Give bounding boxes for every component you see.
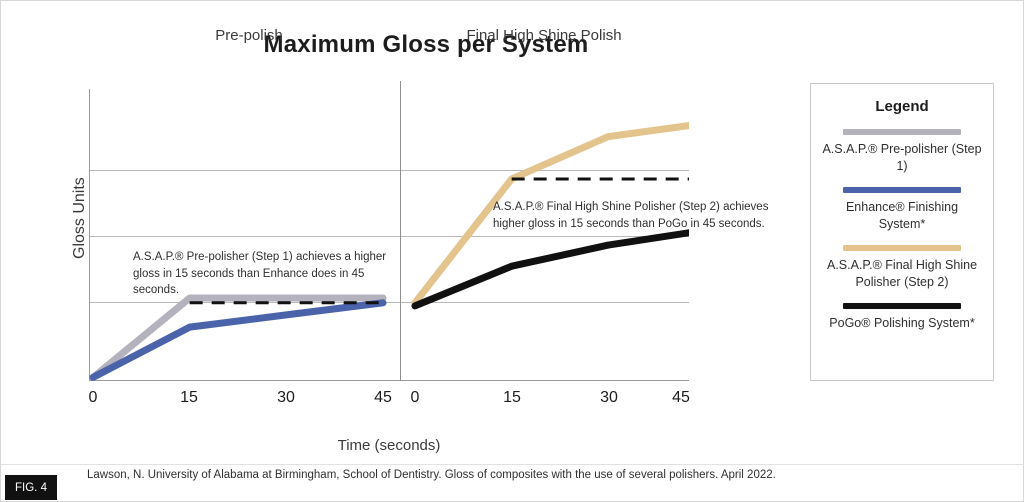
x-tick-right-30: 30: [600, 389, 618, 406]
legend-item-pogo-polishing[interactable]: PoGo® Polishing System*: [811, 303, 993, 332]
x-tick-left-30: 30: [277, 389, 295, 406]
legend-item-enhance-finishing[interactable]: Enhance® Finishing System*: [811, 187, 993, 232]
gridline-30: [89, 236, 689, 237]
line-pogo-polishing: [411, 229, 689, 310]
x-tick-right-45: 45: [672, 389, 690, 406]
panel-heading-final-high-shine: Final High Shine Polish: [466, 27, 622, 44]
legend-panel: Legend A.S.A.P.® Pre-polisher (Step 1) E…: [810, 83, 994, 381]
annotation-final-high-shine: A.S.A.P.® Final High Shine Polisher (Ste…: [493, 201, 769, 230]
y-axis-line: [89, 89, 90, 381]
figure-number-badge: FIG. 4: [5, 475, 57, 500]
legend-item-asap-final-high-shine[interactable]: A.S.A.P.® Final High Shine Polisher (Ste…: [811, 245, 993, 290]
line-enhance-finishing: [89, 299, 387, 381]
x-tick-left-45: 45: [374, 389, 392, 406]
series-lines: [89, 122, 689, 381]
legend-item-asap-pre-polisher[interactable]: A.S.A.P.® Pre-polisher (Step 1): [811, 129, 993, 174]
x-axis-line: [89, 380, 689, 381]
legend-label-2: A.S.A.P.® Final High Shine Polisher (Ste…: [826, 258, 978, 289]
x-axis-title: Time (seconds): [337, 437, 441, 454]
legend-swatch-icon-0: [843, 129, 961, 135]
x-tick-right-15: 15: [503, 389, 521, 406]
annotation-pre-polish: A.S.A.P.® Pre-polisher (Step 1) achieves…: [133, 251, 387, 297]
line-asap-final-high-shine: [411, 122, 689, 307]
legend-swatch-icon-2: [843, 245, 961, 251]
x-tick-right-0: 0: [410, 389, 420, 406]
legend-swatch-icon-3: [843, 303, 961, 309]
panel-heading-pre-polish: Pre-polish: [215, 27, 283, 44]
legend-label-3: PoGo® Polishing System*: [829, 316, 975, 330]
panel-divider: [400, 81, 401, 381]
legend-label-0: A.S.A.P.® Pre-polisher (Step 1): [822, 142, 982, 173]
line-asap-pre-polisher: [89, 294, 387, 381]
x-tick-left-0: 0: [88, 389, 98, 406]
y-axis-title: Gloss Units: [71, 177, 88, 259]
footer-divider: [1, 464, 1024, 465]
legend-swatch-icon-1: [843, 187, 961, 193]
legend-label-1: Enhance® Finishing System*: [845, 200, 959, 231]
gridline-15: [89, 302, 689, 303]
legend-title: Legend: [875, 98, 929, 115]
gridline-45: [89, 170, 689, 171]
plot-area: Pre-polish Final High Shine Polish 45. 3…: [71, 27, 768, 454]
x-tick-left-15: 15: [180, 389, 198, 406]
citation-text: Lawson, N. University of Alabama at Birm…: [87, 469, 776, 481]
page-title: Maximum Gloss per System: [263, 31, 589, 58]
